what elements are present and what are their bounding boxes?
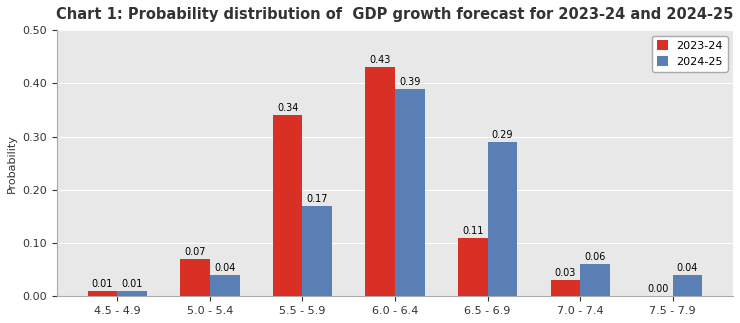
Text: 0.39: 0.39 <box>399 77 420 87</box>
Text: 0.00: 0.00 <box>648 284 668 294</box>
Bar <box>181 259 210 296</box>
Bar <box>488 142 517 296</box>
Bar <box>210 275 240 296</box>
Text: 0.43: 0.43 <box>369 55 391 65</box>
Y-axis label: Probability: Probability <box>7 134 17 193</box>
Bar <box>366 67 395 296</box>
Text: 0.34: 0.34 <box>277 103 298 113</box>
Title: Chart 1: Probability distribution of  GDP growth forecast for 2023-24 and 2024-2: Chart 1: Probability distribution of GDP… <box>56 7 733 22</box>
Text: 0.11: 0.11 <box>462 226 483 235</box>
Bar <box>273 115 303 296</box>
Text: 0.29: 0.29 <box>491 130 513 140</box>
Text: 0.06: 0.06 <box>585 252 605 262</box>
Bar <box>88 291 118 296</box>
Bar <box>458 238 488 296</box>
Text: 0.07: 0.07 <box>184 247 206 257</box>
Bar <box>303 206 332 296</box>
Text: 0.04: 0.04 <box>677 263 699 273</box>
Text: 0.17: 0.17 <box>306 194 328 204</box>
Text: 0.01: 0.01 <box>92 279 113 289</box>
Bar <box>580 265 610 296</box>
Bar <box>118 291 147 296</box>
Text: 0.01: 0.01 <box>121 279 143 289</box>
Text: 0.03: 0.03 <box>555 268 576 278</box>
Bar <box>673 275 702 296</box>
Legend: 2023-24, 2024-25: 2023-24, 2024-25 <box>652 36 727 72</box>
Text: 0.04: 0.04 <box>214 263 235 273</box>
Bar <box>551 280 580 296</box>
Bar <box>395 89 425 296</box>
